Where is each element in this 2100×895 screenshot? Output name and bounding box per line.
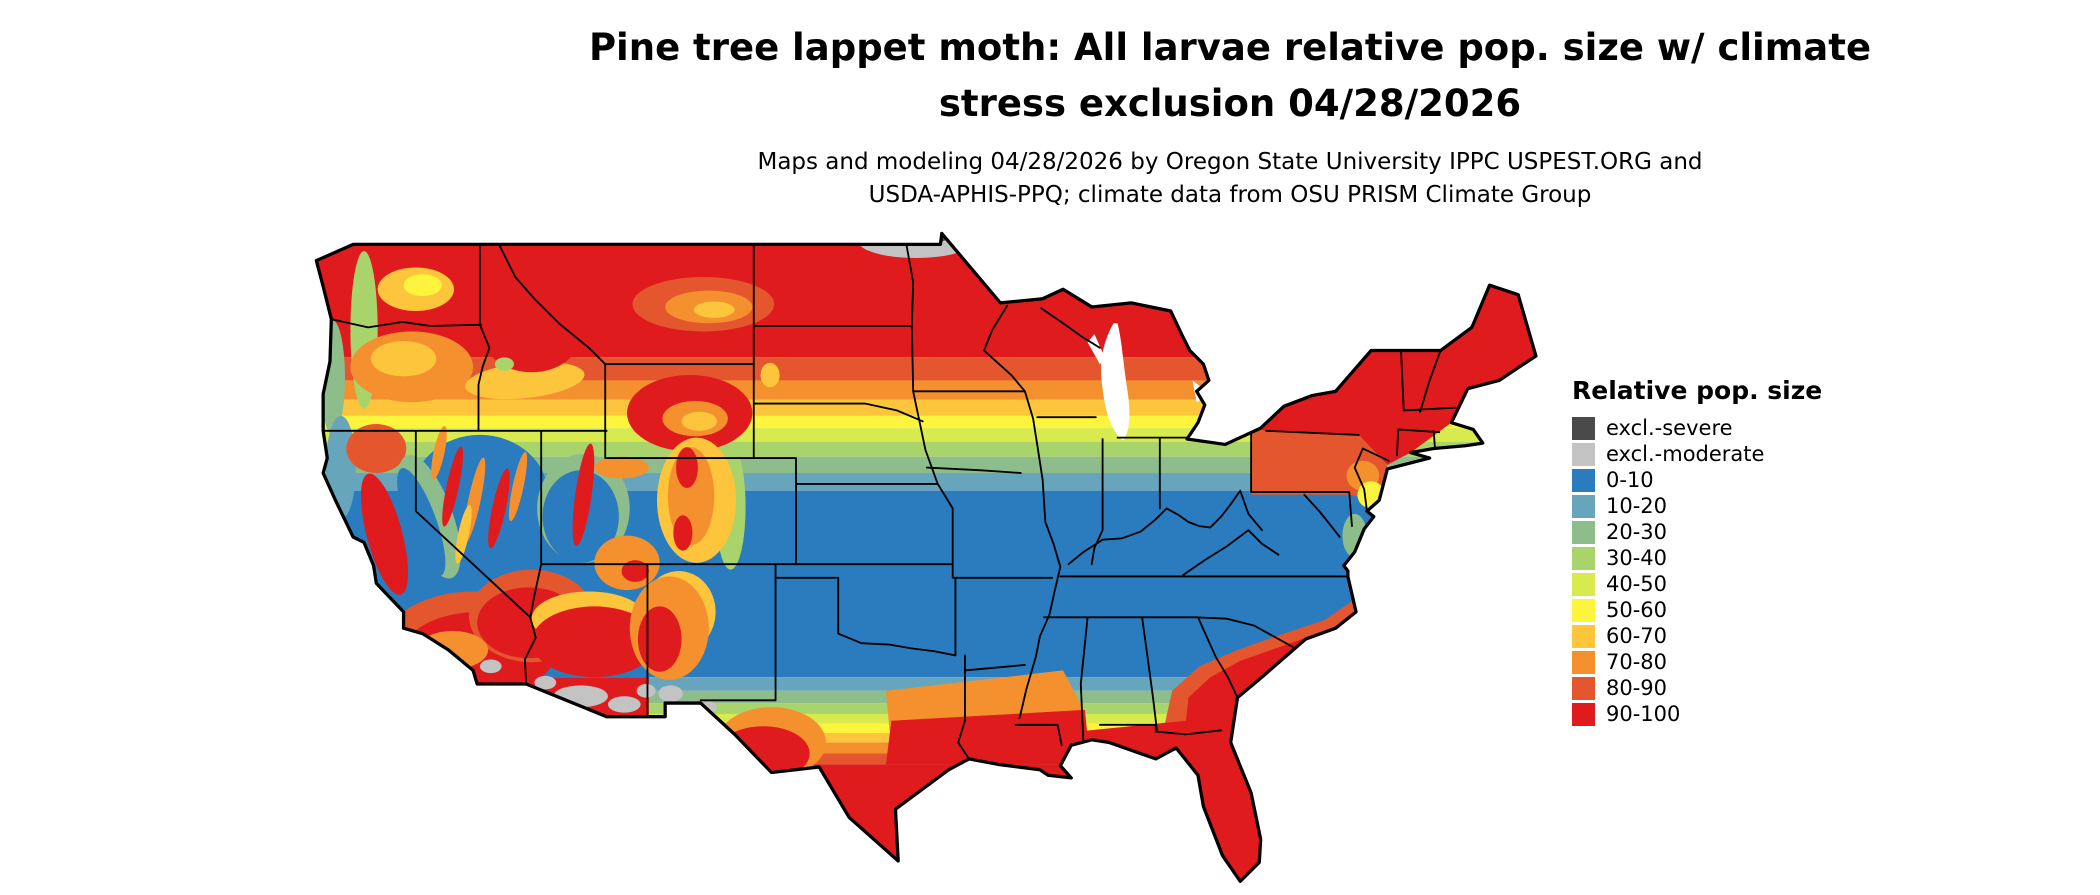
legend-swatch — [1572, 468, 1595, 492]
legend-swatch — [1572, 442, 1595, 466]
us-map-svg — [314, 231, 1538, 884]
legend-swatch — [1572, 702, 1595, 726]
title-line-2: stress exclusion 04/28/2026 — [938, 82, 1522, 125]
legend-row: 90-100 — [1572, 701, 1822, 727]
legend-row: 40-50 — [1572, 571, 1822, 597]
legend-swatch — [1572, 676, 1595, 700]
state-borders — [322, 243, 1457, 760]
map-subtitle: Maps and modeling 04/28/2026 by Oregon S… — [360, 146, 2100, 212]
legend-row: 60-70 — [1572, 623, 1822, 649]
legend-swatch — [1572, 494, 1595, 518]
legend-label: 10-20 — [1606, 493, 1668, 518]
legend-row: excl.-severe — [1572, 415, 1822, 441]
title-line-1: Pine tree lappet moth: All larvae relati… — [588, 26, 1872, 69]
subtitle-line-1: Maps and modeling 04/28/2026 by Oregon S… — [757, 149, 1703, 175]
legend-row: 70-80 — [1572, 649, 1822, 675]
legend-label: 20-30 — [1606, 519, 1668, 544]
legend-items: excl.-severe excl.-moderate 0-10 10-20 20-30… — [1572, 415, 1822, 727]
us-choropleth-map — [300, 228, 1540, 895]
legend-label: 80-90 — [1606, 675, 1668, 700]
map-legend: Relative pop. size excl.-severe excl.-mod… — [1572, 376, 1822, 727]
legend-swatch — [1572, 546, 1595, 570]
title-block: Pine tree lappet moth: All larvae relati… — [360, 20, 2100, 212]
legend-label: 60-70 — [1606, 623, 1668, 648]
map-raster — [316, 233, 1536, 882]
legend-swatch — [1572, 598, 1595, 622]
legend-label: 0-10 — [1606, 467, 1654, 492]
legend-label: 70-80 — [1606, 649, 1668, 674]
legend-row: 20-30 — [1572, 519, 1822, 545]
legend-row: excl.-moderate — [1572, 441, 1822, 467]
legend-row: 50-60 — [1572, 597, 1822, 623]
subtitle-line-2: USDA-APHIS-PPQ; climate data from OSU PR… — [868, 182, 1592, 208]
legend-swatch — [1572, 572, 1595, 596]
legend-label: excl.-moderate — [1606, 441, 1765, 466]
page-title: Pine tree lappet moth: All larvae relati… — [360, 20, 2100, 132]
legend-label: 40-50 — [1606, 571, 1668, 596]
us-outline — [314, 231, 1538, 884]
legend-swatch — [1572, 416, 1595, 440]
legend-swatch — [1572, 520, 1595, 544]
legend-label: excl.-severe — [1606, 415, 1733, 440]
legend-title: Relative pop. size — [1572, 376, 1823, 405]
legend-label: 50-60 — [1606, 597, 1668, 622]
legend-swatch — [1572, 650, 1595, 674]
legend-row: 30-40 — [1572, 545, 1822, 571]
latitude-bands — [316, 233, 1536, 882]
legend-row: 10-20 — [1572, 493, 1822, 519]
legend-row: 80-90 — [1572, 675, 1822, 701]
legend-row: 0-10 — [1572, 467, 1822, 493]
legend-swatch — [1572, 624, 1595, 648]
legend-label: 90-100 — [1606, 701, 1681, 726]
legend-label: 30-40 — [1606, 545, 1668, 570]
